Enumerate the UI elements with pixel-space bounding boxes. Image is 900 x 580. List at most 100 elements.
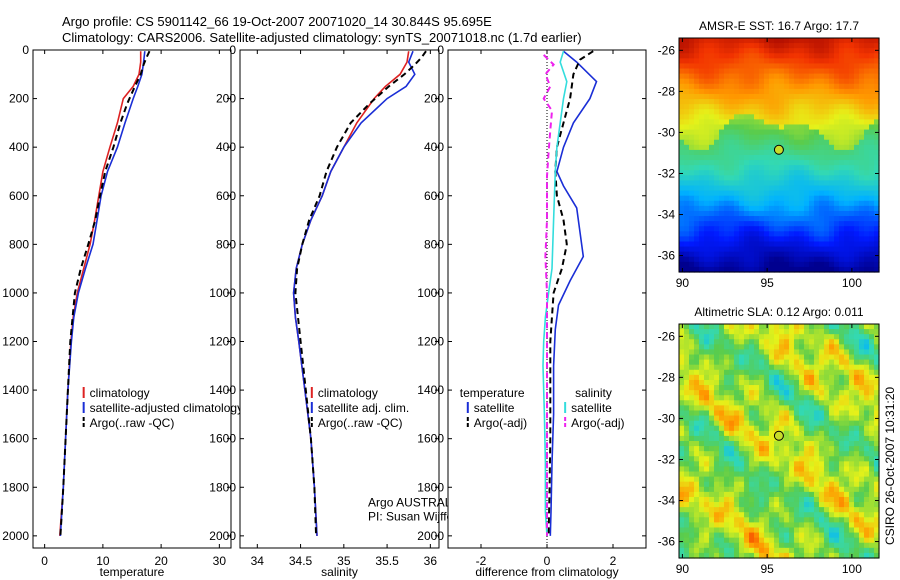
heatmap-cell — [739, 486, 745, 493]
heatmap-cell — [874, 99, 880, 105]
heatmap-cell — [689, 517, 695, 523]
heatmap-cell — [799, 236, 805, 243]
heatmap-cell — [824, 496, 830, 503]
heatmap-cell — [769, 205, 775, 212]
heatmap-cell — [754, 160, 760, 166]
heatmap-cell — [799, 104, 805, 110]
heatmap-cell — [874, 266, 880, 273]
heatmap-cell — [744, 512, 750, 518]
heatmap-cell — [839, 149, 845, 156]
heatmap-cell — [794, 200, 800, 207]
heatmap-cell — [769, 256, 775, 263]
heatmap-cell — [819, 155, 825, 161]
heatmap-cell — [704, 185, 710, 192]
heatmap-cell — [824, 410, 830, 417]
heatmap-cell — [714, 190, 720, 197]
heatmap-cell — [704, 471, 710, 478]
heatmap-cell — [854, 144, 860, 151]
heatmap-cell — [724, 200, 730, 207]
heatmap-cell — [774, 542, 780, 549]
heatmap-cell — [814, 231, 820, 237]
heatmap-cell — [849, 486, 855, 493]
heatmap-cell — [744, 236, 750, 243]
heatmap-cell — [734, 73, 740, 80]
heatmap-cell — [834, 165, 840, 171]
heatmap-cell — [719, 451, 725, 457]
heatmap-cell — [799, 251, 805, 258]
heatmap-cell — [869, 134, 875, 141]
heatmap-cell — [764, 93, 770, 100]
heatmap-cell — [814, 496, 820, 503]
heatmap-cell — [764, 114, 770, 120]
heatmap-cell — [729, 486, 735, 493]
heatmap-cell — [844, 210, 850, 217]
heatmap-cell — [849, 241, 855, 248]
heatmap-cell — [679, 241, 685, 248]
heatmap-cell — [714, 160, 720, 166]
heatmap-cell — [769, 190, 775, 197]
heatmap-cell — [844, 349, 850, 356]
heatmap-cell — [789, 507, 795, 513]
heatmap-cell — [744, 420, 750, 427]
heatmap-cell — [694, 114, 700, 120]
heatmap-cell — [724, 517, 730, 523]
heatmap-cell — [684, 205, 690, 212]
heatmap-cell — [689, 466, 695, 473]
heatmap-cell — [714, 175, 720, 182]
heatmap-cell — [734, 441, 740, 447]
heatmap-cell — [679, 144, 685, 151]
heatmap-cell — [849, 149, 855, 156]
heatmap-cell — [759, 517, 765, 523]
heatmap-cell — [854, 68, 860, 75]
heatmap-cell — [814, 226, 820, 232]
heatmap-cell — [759, 456, 765, 462]
heatmap-cell — [834, 93, 840, 100]
heatmap-cell — [679, 385, 685, 391]
heatmap-cell — [694, 542, 700, 549]
heatmap-cell — [789, 359, 795, 366]
heatmap-cell — [809, 190, 815, 197]
heatmap-cell — [809, 109, 815, 115]
heatmap-cell — [734, 190, 740, 197]
y-tick-label: 1600 — [2, 432, 29, 446]
heatmap-cell — [874, 134, 880, 141]
heatmap-cell — [694, 48, 700, 54]
heatmap-cell — [859, 364, 865, 371]
heatmap-cell — [699, 236, 705, 243]
heatmap-cell — [819, 425, 825, 432]
heatmap-cell — [844, 236, 850, 243]
heatmap-cell — [839, 231, 845, 237]
heatmap-cell — [814, 374, 820, 381]
heatmap-cell — [719, 349, 725, 356]
heatmap-cell — [849, 547, 855, 554]
heatmap-cell — [829, 195, 835, 202]
heatmap-cell — [844, 552, 850, 559]
heatmap-cell — [744, 471, 750, 478]
heatmap-cell — [764, 88, 770, 95]
heatmap-cell — [829, 517, 835, 523]
heatmap-cell — [859, 93, 865, 100]
heatmap-cell — [744, 231, 750, 237]
heatmap-cell — [864, 542, 870, 549]
heatmap-cell — [814, 532, 820, 539]
heatmap-cell — [784, 486, 790, 493]
heatmap-cell — [869, 43, 875, 49]
y-tick-label: 1600 — [209, 432, 236, 446]
heatmap-cell — [824, 354, 830, 361]
heatmap-cell — [834, 190, 840, 197]
heatmap-cell — [734, 364, 740, 371]
heatmap-cell — [724, 486, 730, 493]
heatmap-cell — [709, 324, 715, 330]
heatmap-cell — [789, 226, 795, 232]
heatmap-cell — [789, 185, 795, 192]
heatmap-cell — [739, 58, 745, 65]
heatmap-cell — [759, 329, 765, 335]
heatmap-cell — [804, 155, 810, 161]
heatmap-cell — [789, 144, 795, 151]
heatmap-cell — [744, 48, 750, 54]
heatmap-cell — [714, 542, 720, 549]
heatmap-cell — [734, 507, 740, 513]
heatmap-cell — [784, 542, 790, 549]
heatmap-cell — [839, 456, 845, 462]
heatmap-cell — [774, 354, 780, 361]
